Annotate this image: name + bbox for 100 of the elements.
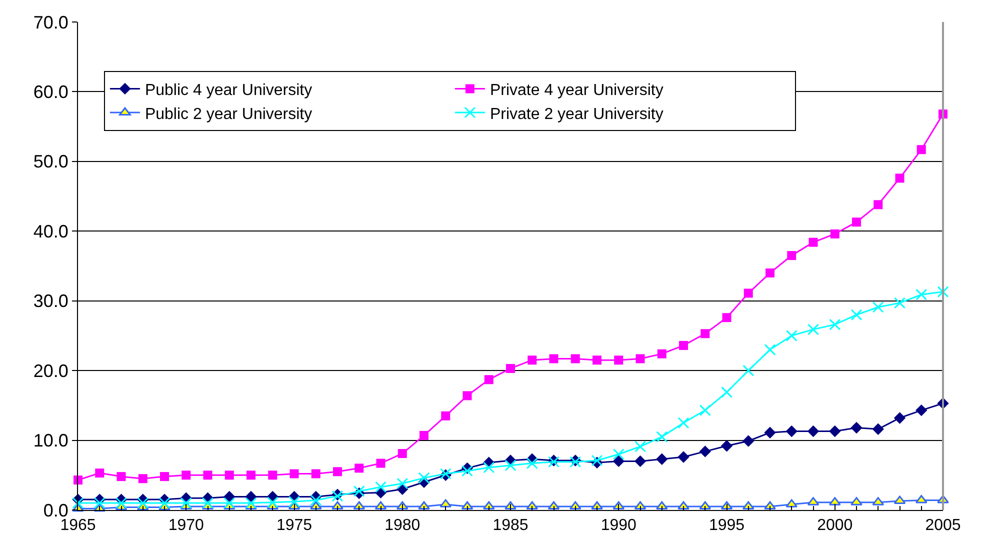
point bbox=[656, 501, 668, 510]
point bbox=[504, 501, 516, 510]
point bbox=[138, 474, 148, 484]
point bbox=[418, 472, 430, 484]
point bbox=[807, 425, 820, 438]
y-tick-label: 20.0 bbox=[33, 360, 68, 381]
point bbox=[160, 472, 169, 482]
point bbox=[180, 497, 192, 509]
point bbox=[332, 501, 344, 510]
point bbox=[441, 411, 450, 420]
x-tick-label: 1990 bbox=[600, 517, 637, 534]
point bbox=[353, 501, 366, 510]
point bbox=[678, 417, 690, 429]
x-tick-label: 1975 bbox=[276, 517, 312, 534]
x-tick-label: 1970 bbox=[168, 517, 204, 534]
point bbox=[850, 497, 862, 506]
y-tick-label: 50.0 bbox=[33, 152, 68, 172]
point bbox=[462, 465, 473, 477]
point bbox=[396, 478, 408, 490]
point bbox=[915, 494, 928, 504]
point bbox=[872, 301, 884, 313]
point bbox=[288, 496, 300, 508]
x-tick-label: 2005 bbox=[925, 517, 961, 534]
y-tick-label: 30.0 bbox=[33, 291, 68, 312]
point bbox=[678, 451, 690, 463]
point bbox=[290, 469, 299, 478]
point bbox=[808, 238, 818, 247]
point bbox=[354, 464, 364, 473]
point bbox=[612, 448, 624, 460]
point bbox=[656, 453, 668, 465]
point bbox=[95, 468, 104, 478]
point bbox=[830, 229, 840, 238]
point bbox=[764, 501, 776, 510]
point bbox=[722, 313, 732, 322]
point bbox=[614, 356, 624, 365]
point bbox=[699, 446, 711, 458]
point bbox=[612, 455, 624, 468]
point bbox=[787, 251, 796, 260]
point bbox=[202, 497, 214, 509]
x-tick-label: 1980 bbox=[384, 517, 420, 534]
point bbox=[333, 467, 342, 476]
point bbox=[872, 423, 884, 435]
point bbox=[612, 501, 625, 510]
point bbox=[376, 458, 386, 468]
point bbox=[266, 496, 278, 508]
legend-label: Private 2 year University bbox=[490, 106, 664, 123]
point bbox=[374, 501, 387, 510]
point bbox=[116, 472, 126, 482]
point bbox=[484, 375, 494, 384]
point bbox=[548, 501, 560, 510]
x-tick-label: 2000 bbox=[817, 517, 853, 534]
point bbox=[569, 501, 582, 510]
point bbox=[634, 440, 646, 452]
point bbox=[506, 364, 515, 373]
point bbox=[700, 329, 710, 338]
point bbox=[699, 501, 712, 510]
point bbox=[766, 268, 774, 278]
point bbox=[311, 469, 320, 478]
point bbox=[483, 462, 495, 474]
y-tick-label: 40.0 bbox=[33, 221, 68, 242]
point bbox=[634, 455, 646, 468]
y-tick-label: 60.0 bbox=[33, 82, 68, 102]
y-tick-label: 10.0 bbox=[33, 430, 68, 451]
point bbox=[462, 391, 472, 400]
point bbox=[137, 497, 149, 509]
point bbox=[808, 324, 819, 336]
point bbox=[94, 497, 106, 509]
point bbox=[720, 501, 733, 510]
point bbox=[461, 501, 474, 510]
point bbox=[937, 286, 949, 298]
legend-label: Public 4 year University bbox=[144, 82, 312, 99]
point bbox=[850, 422, 862, 434]
point bbox=[268, 470, 278, 480]
point bbox=[636, 354, 645, 364]
point bbox=[158, 497, 170, 509]
point bbox=[224, 470, 234, 480]
point bbox=[591, 501, 603, 510]
point bbox=[245, 497, 257, 509]
point bbox=[657, 349, 666, 358]
point bbox=[721, 386, 732, 398]
point bbox=[742, 435, 754, 447]
point bbox=[418, 501, 430, 510]
point bbox=[916, 404, 928, 416]
point bbox=[742, 501, 754, 510]
point bbox=[549, 354, 558, 364]
point bbox=[203, 470, 212, 480]
point bbox=[310, 494, 322, 506]
point bbox=[786, 425, 798, 438]
point bbox=[850, 309, 862, 321]
point bbox=[182, 470, 191, 480]
point bbox=[874, 200, 883, 210]
point bbox=[375, 481, 386, 493]
point bbox=[829, 318, 841, 330]
point bbox=[526, 458, 538, 470]
point bbox=[224, 497, 236, 509]
point bbox=[764, 344, 776, 356]
point bbox=[764, 426, 776, 438]
point bbox=[528, 356, 537, 365]
point bbox=[720, 440, 733, 452]
point bbox=[504, 460, 516, 472]
